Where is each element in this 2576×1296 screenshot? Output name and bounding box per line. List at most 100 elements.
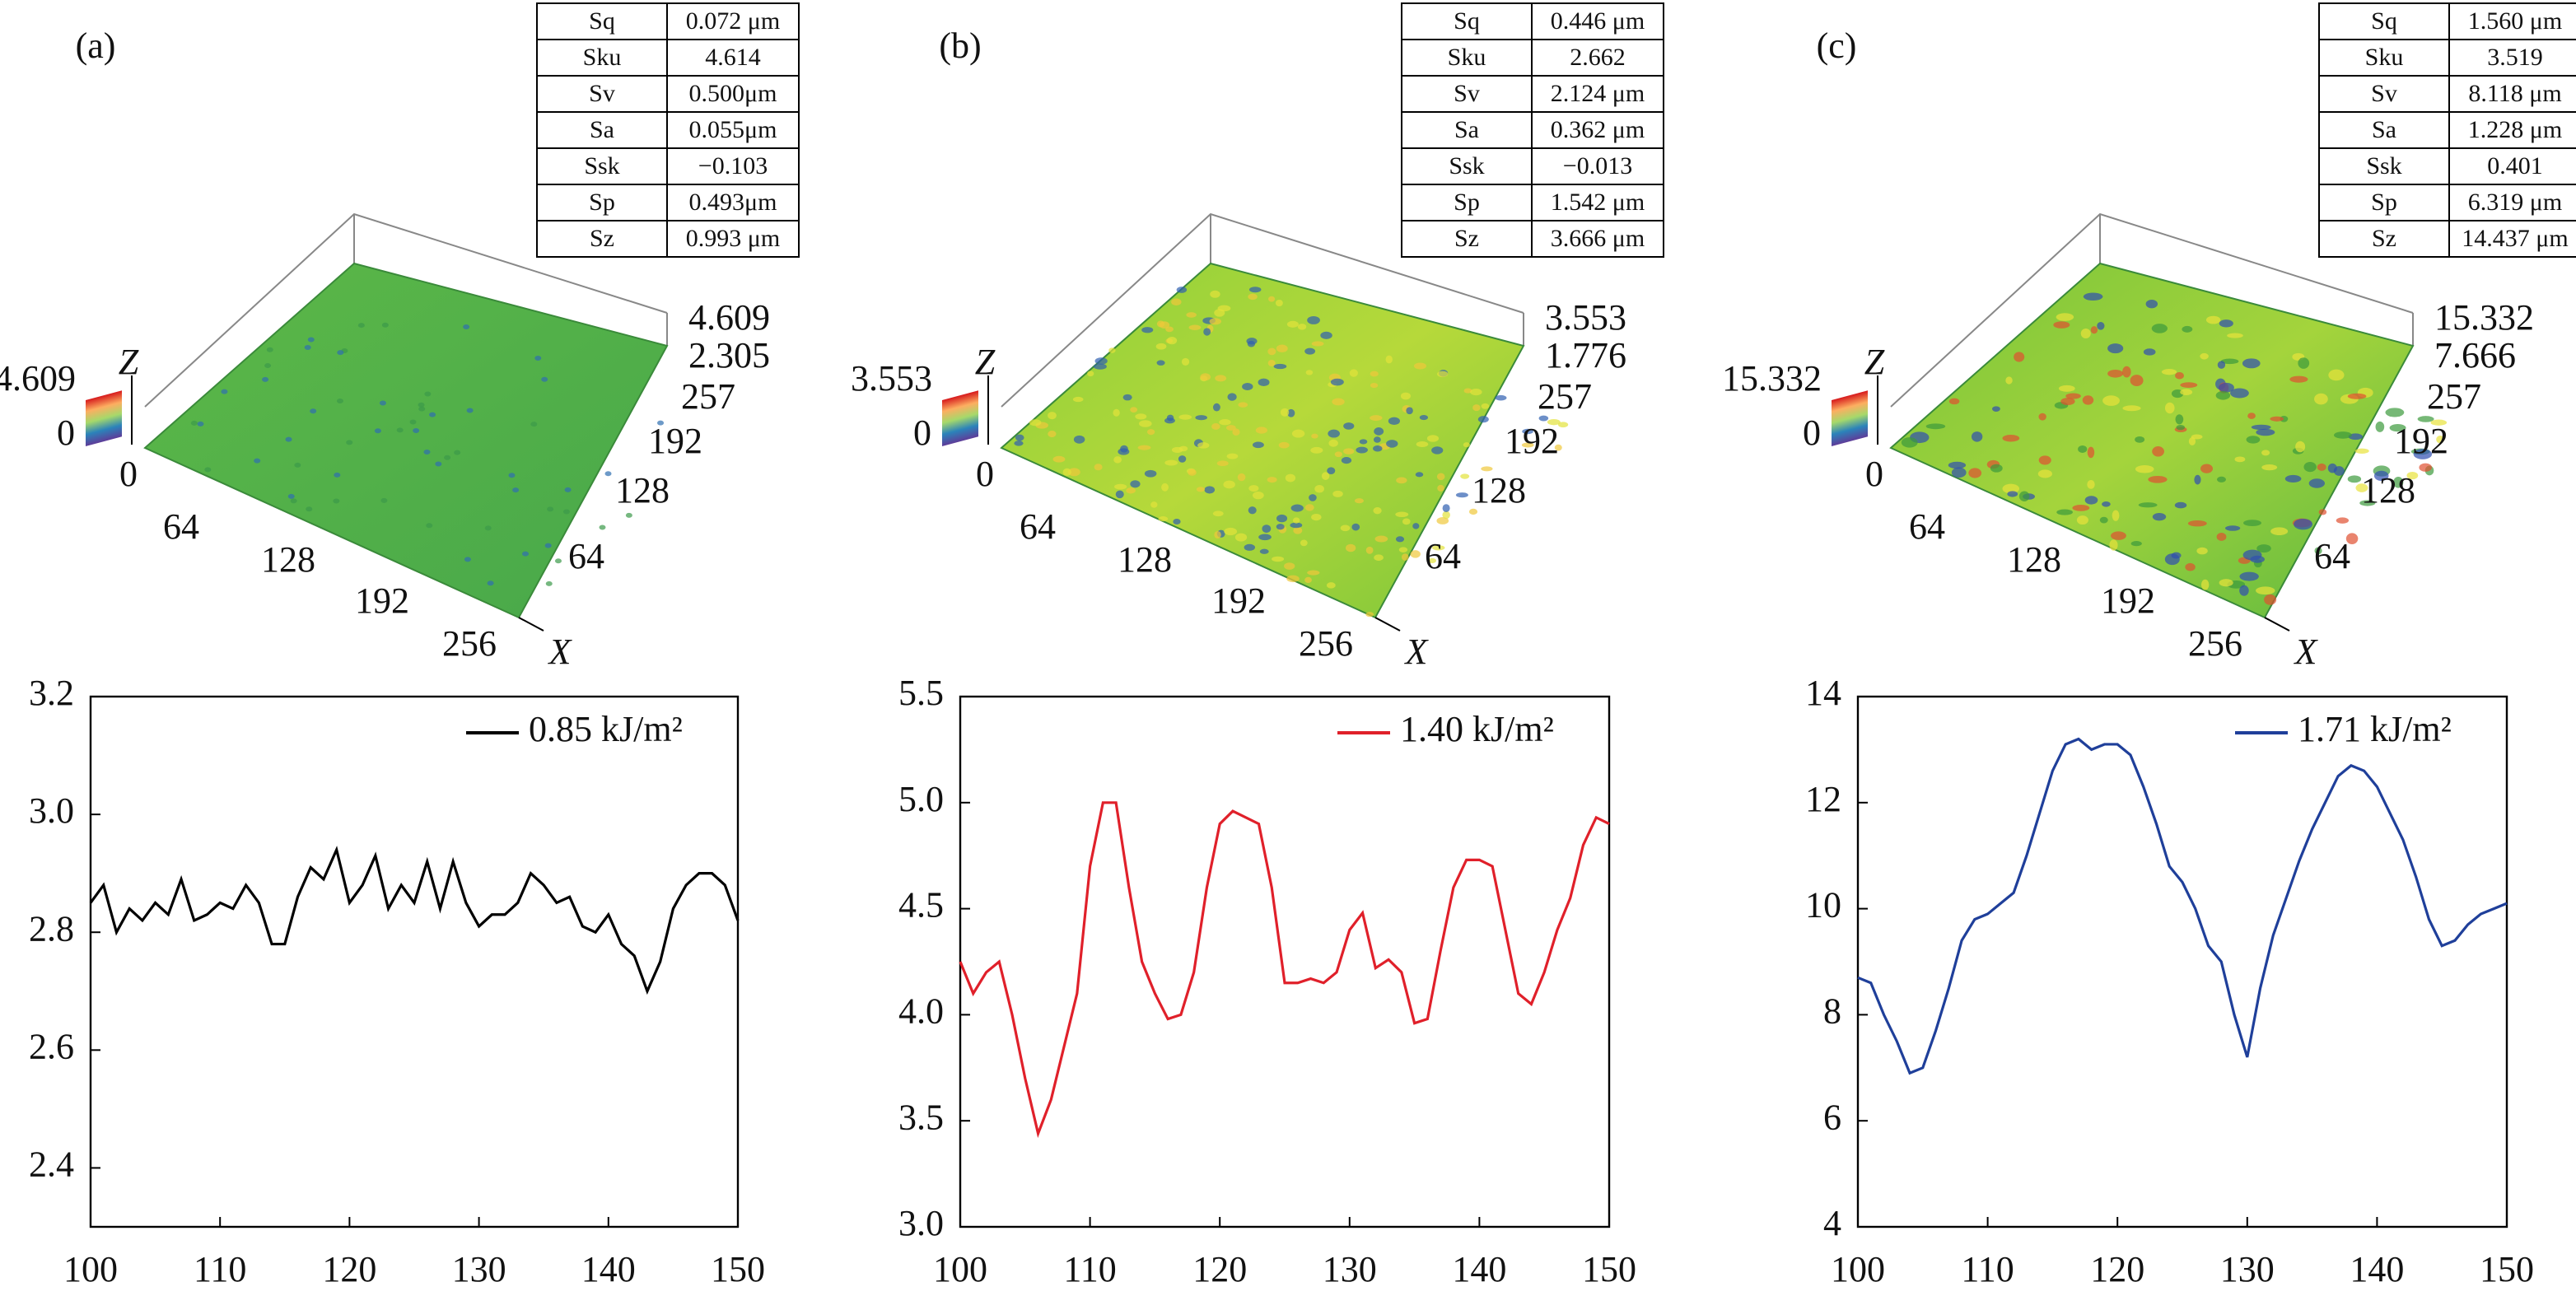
table-cell	[1401, 220, 1533, 258]
surface-texture	[2196, 547, 2208, 555]
surface-texture	[1029, 419, 1042, 427]
surface-texture	[1290, 504, 1304, 512]
surface-texture	[1971, 431, 1983, 442]
surface-texture	[2109, 539, 2118, 551]
surface-texture	[1374, 427, 1384, 436]
surface-texture	[2256, 544, 2271, 553]
surface-texture	[1365, 612, 1374, 618]
surface-texture	[1442, 510, 1450, 520]
table-value: 1.228 μm	[2468, 116, 2562, 143]
surface-texture	[1431, 446, 1444, 455]
surface-texture	[1108, 347, 1116, 353]
table-value: −0.103	[698, 152, 768, 179]
surface-texture	[333, 498, 340, 504]
surface-texture	[1304, 576, 1312, 584]
surface-texture	[2072, 505, 2090, 511]
surface-texture	[2270, 416, 2284, 422]
y-tick-label: 5.5	[898, 673, 944, 713]
surface-texture	[1181, 357, 1190, 366]
surface-texture	[1276, 514, 1288, 523]
y-tick-label: 257	[2427, 376, 2481, 417]
surface-texture	[1300, 539, 1308, 547]
surface-texture	[2303, 461, 2317, 473]
right-z-label: 4.609	[688, 297, 770, 338]
surface-texture	[396, 427, 404, 433]
surface-texture	[657, 420, 665, 426]
table-cell	[666, 2, 800, 40]
surface-texture	[2138, 502, 2158, 508]
surface-texture	[2373, 470, 2389, 481]
right-z-label: 7.666	[2434, 335, 2516, 375]
surface-texture	[2347, 393, 2367, 399]
surface-texture	[1226, 425, 1236, 431]
surface-texture	[1373, 445, 1383, 452]
surface-texture	[2152, 512, 2167, 521]
surface-texture	[336, 399, 343, 404]
surface-texture	[1925, 423, 1946, 430]
surface-texture	[1311, 341, 1324, 347]
x-tick-label: 128	[2007, 539, 2061, 580]
surface-texture	[435, 461, 442, 467]
table-key: Ssk	[2366, 152, 2401, 179]
surface-texture	[463, 324, 470, 329]
surface-texture	[1226, 453, 1239, 459]
surface-texture	[1161, 483, 1169, 492]
surface-texture	[2261, 464, 2278, 471]
surface-texture	[1286, 320, 1299, 328]
surface-texture	[379, 400, 386, 406]
panel-label: (c)	[1817, 26, 1857, 66]
y-tick-label: 4.0	[898, 991, 944, 1031]
surface-texture	[2187, 520, 2207, 527]
surface-texture	[545, 580, 553, 586]
axis-line	[2264, 617, 2290, 632]
x-tick-label: 64	[1020, 506, 1056, 547]
table-key: Sa	[1454, 116, 1479, 143]
x-tick-label: 140	[2350, 1249, 2404, 1289]
surface-texture	[2243, 520, 2261, 526]
surface-texture	[1285, 473, 1296, 483]
surface-texture	[554, 558, 562, 564]
table-value: 0.493μm	[689, 189, 777, 216]
surface-texture	[2247, 413, 2256, 419]
right-z-label: 15.332	[2434, 297, 2534, 338]
table-cell	[2448, 220, 2576, 258]
surface-texture	[1165, 326, 1174, 333]
table-value: 0.055μm	[689, 116, 777, 143]
surface-texture	[1048, 430, 1057, 438]
x-tick-label: 110	[194, 1249, 246, 1289]
surface-texture	[2406, 471, 2419, 480]
table-value: 1.560 μm	[2468, 7, 2562, 35]
surface-texture	[2143, 348, 2156, 356]
surface-texture	[1212, 510, 1224, 517]
surface-texture	[625, 512, 632, 518]
surface-texture	[1311, 433, 1318, 439]
surface-texture	[2002, 483, 2020, 494]
surface-texture	[1396, 477, 1407, 484]
surface-texture	[1401, 553, 1409, 561]
surface-texture	[1164, 459, 1178, 466]
z-max-label: 3.553	[851, 358, 932, 399]
surface-texture	[2200, 352, 2209, 360]
surface-texture	[1276, 524, 1285, 530]
surface-texture	[2058, 385, 2075, 392]
surface-texture	[1398, 547, 1408, 553]
surface-texture	[1278, 441, 1290, 449]
surface-texture	[1385, 355, 1393, 364]
surface-texture	[1073, 435, 1085, 444]
surface-texture	[1144, 469, 1157, 478]
surface-texture	[2107, 369, 2124, 378]
table-key: Sv	[2371, 80, 2397, 107]
surface-texture	[1166, 337, 1178, 345]
surface-texture	[1113, 483, 1127, 490]
surface-texture	[1554, 444, 1562, 451]
x-tick-label: 64	[1909, 506, 1945, 547]
surface-texture	[1227, 393, 1237, 401]
surface-texture	[2215, 390, 2231, 400]
surface-texture	[2182, 325, 2193, 333]
surface-texture	[2256, 428, 2275, 436]
surface-texture	[1436, 371, 1449, 378]
surface-texture	[1386, 440, 1398, 448]
surface-texture	[1307, 570, 1320, 576]
surface-texture	[221, 389, 228, 394]
surface-texture	[1406, 407, 1413, 415]
